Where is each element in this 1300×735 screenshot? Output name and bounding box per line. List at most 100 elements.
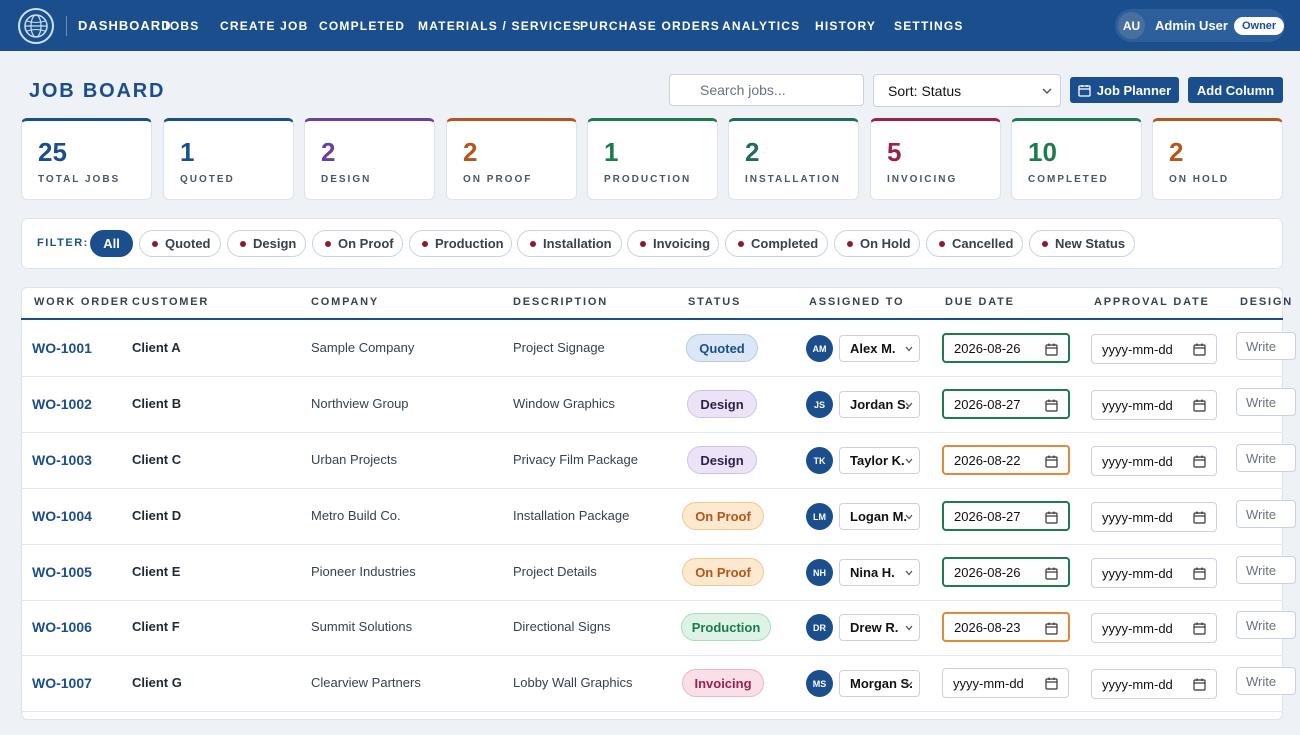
- filter-chip-all[interactable]: All: [90, 230, 133, 257]
- filter-chip-completed[interactable]: Completed: [725, 230, 828, 257]
- assignee-select[interactable]: Taylor K.: [839, 447, 920, 474]
- approval-date-value: yyyy-mm-dd: [1102, 620, 1173, 636]
- stat-card-on-proof[interactable]: 2 On Proof: [446, 118, 577, 200]
- nav-link-jobs[interactable]: JOBS: [162, 19, 200, 33]
- approval-date-input[interactable]: yyyy-mm-dd: [1091, 558, 1217, 588]
- company-name: Northview Group: [311, 396, 409, 411]
- filter-chip-on-hold[interactable]: On Hold: [834, 230, 920, 257]
- stat-card-completed[interactable]: 10 Completed: [1011, 118, 1142, 200]
- brand-link[interactable]: DASHBOARD: [78, 18, 172, 33]
- filter-chip-new-status[interactable]: New Status: [1029, 230, 1135, 257]
- assignee-select[interactable]: Logan M.: [839, 503, 920, 530]
- row-divider: [21, 488, 1283, 489]
- status-badge[interactable]: On Proof: [682, 502, 764, 530]
- assignee-select[interactable]: Alex M.: [839, 335, 920, 362]
- col-header-company[interactable]: COMPANY: [311, 296, 380, 308]
- design-notes-input[interactable]: Write: [1236, 667, 1296, 695]
- filter-chip-label: Cancelled: [952, 236, 1014, 251]
- user-menu[interactable]: AU Admin User Owner: [1115, 9, 1285, 42]
- add-column-button[interactable]: Add Column: [1188, 77, 1283, 103]
- col-header-customer[interactable]: CUSTOMER: [132, 296, 210, 308]
- assignee-select[interactable]: Morgan S.: [839, 670, 920, 697]
- col-header-assigned-to[interactable]: ASSIGNED TO: [809, 296, 905, 308]
- due-date-input[interactable]: 2026-08-26: [942, 557, 1070, 587]
- approval-date-input[interactable]: yyyy-mm-dd: [1091, 390, 1217, 420]
- nav-link-purchase-orders[interactable]: PURCHASE ORDERS: [580, 19, 721, 33]
- assignee-select[interactable]: Nina H.: [839, 559, 920, 586]
- filter-chip-on-proof[interactable]: On Proof: [312, 230, 403, 257]
- col-header-description[interactable]: DESCRIPTION: [513, 296, 608, 308]
- filter-chip-cancelled[interactable]: Cancelled: [926, 230, 1023, 257]
- col-header-due-date[interactable]: DUE DATE: [945, 296, 1015, 308]
- status-badge[interactable]: Production: [681, 613, 771, 641]
- assignee-avatar: JS: [806, 391, 833, 418]
- col-header-work-order[interactable]: WORK ORDER: [34, 296, 130, 308]
- design-notes-input[interactable]: Write: [1236, 444, 1296, 472]
- due-date-input[interactable]: yyyy-mm-dd: [942, 668, 1069, 698]
- due-date-input[interactable]: 2026-08-23: [942, 612, 1070, 642]
- nav-link-history[interactable]: HISTORY: [815, 19, 877, 33]
- stat-card-production[interactable]: 1 Production: [587, 118, 718, 200]
- nav-link-create-job[interactable]: CREATE JOB: [220, 19, 309, 33]
- design-notes-input[interactable]: Write: [1236, 611, 1296, 639]
- assignee-select[interactable]: Jordan S.: [839, 391, 920, 418]
- work-order-link[interactable]: WO-1002: [32, 396, 92, 412]
- due-date-input[interactable]: 2026-08-27: [942, 501, 1070, 531]
- work-order-link[interactable]: WO-1005: [32, 564, 92, 580]
- approval-date-value: yyyy-mm-dd: [1102, 397, 1173, 413]
- work-order-link[interactable]: WO-1006: [32, 619, 92, 635]
- approval-date-input[interactable]: yyyy-mm-dd: [1091, 446, 1217, 476]
- nav-link-settings[interactable]: SETTINGS: [894, 19, 964, 33]
- calendar-icon: [1193, 678, 1206, 691]
- design-notes-input[interactable]: Write: [1236, 556, 1296, 584]
- work-order-link[interactable]: WO-1001: [32, 340, 92, 356]
- stat-card-quoted[interactable]: 1 Quoted: [163, 118, 294, 200]
- filter-chip-quoted[interactable]: Quoted: [139, 230, 221, 257]
- status-badge[interactable]: Design: [687, 390, 757, 418]
- nav-link-completed[interactable]: COMPLETED: [319, 19, 406, 33]
- dot-icon: [640, 240, 646, 247]
- stat-card-total-jobs[interactable]: 25 Total Jobs: [21, 118, 152, 200]
- design-notes-input[interactable]: Write: [1236, 332, 1296, 360]
- due-date-input[interactable]: 2026-08-26: [942, 333, 1070, 363]
- job-planner-button[interactable]: Job Planner: [1070, 77, 1179, 103]
- work-order-link[interactable]: WO-1003: [32, 452, 92, 468]
- filter-chip-installation[interactable]: Installation: [517, 230, 622, 257]
- approval-date-input[interactable]: yyyy-mm-dd: [1091, 334, 1217, 364]
- assignee-select[interactable]: Drew R.: [839, 614, 920, 641]
- nav-link-analytics[interactable]: ANALYTICS: [722, 19, 801, 33]
- stat-card-invoicing[interactable]: 5 Invoicing: [870, 118, 1001, 200]
- work-order-link[interactable]: WO-1007: [32, 675, 92, 691]
- col-header-design[interactable]: DESIGN: [1240, 296, 1293, 308]
- table-header-rule: [21, 318, 1283, 320]
- status-badge[interactable]: On Proof: [682, 558, 764, 586]
- design-notes-input[interactable]: Write: [1236, 388, 1296, 416]
- status-badge[interactable]: Quoted: [686, 334, 758, 362]
- sort-select[interactable]: Sort: Status: [873, 74, 1061, 107]
- nav-link-materials-services[interactable]: MATERIALS / SERVICES: [418, 19, 582, 33]
- filter-chip-production[interactable]: Production: [409, 230, 512, 257]
- stat-value: 2: [321, 137, 336, 167]
- col-header-approval-date[interactable]: APPROVAL DATE: [1094, 296, 1210, 308]
- design-notes-input[interactable]: Write: [1236, 500, 1296, 528]
- dot-icon: [847, 240, 853, 247]
- due-date-input[interactable]: 2026-08-27: [942, 389, 1070, 419]
- approval-date-input[interactable]: yyyy-mm-dd: [1091, 669, 1217, 699]
- filter-label: FILTER:: [37, 237, 89, 249]
- stat-card-design[interactable]: 2 Design: [304, 118, 435, 200]
- status-badge[interactable]: Design: [687, 446, 757, 474]
- work-order-link[interactable]: WO-1004: [32, 508, 92, 524]
- due-date-input[interactable]: 2026-08-22: [942, 445, 1070, 475]
- col-header-status[interactable]: STATUS: [688, 296, 742, 308]
- search-input[interactable]: [669, 74, 864, 106]
- approval-date-input[interactable]: yyyy-mm-dd: [1091, 613, 1217, 643]
- filter-chip-design[interactable]: Design: [227, 230, 306, 257]
- globe-logo-icon[interactable]: [18, 8, 54, 44]
- status-badge[interactable]: Invoicing: [682, 669, 764, 697]
- stat-card-installation[interactable]: 2 Installation: [728, 118, 859, 200]
- approval-date-input[interactable]: yyyy-mm-dd: [1091, 502, 1217, 532]
- customer-name: Client D: [132, 508, 182, 523]
- filter-chip-label: Invoicing: [653, 236, 711, 251]
- filter-chip-invoicing[interactable]: Invoicing: [627, 230, 719, 257]
- stat-card-on-hold[interactable]: 2 On Hold: [1152, 118, 1283, 200]
